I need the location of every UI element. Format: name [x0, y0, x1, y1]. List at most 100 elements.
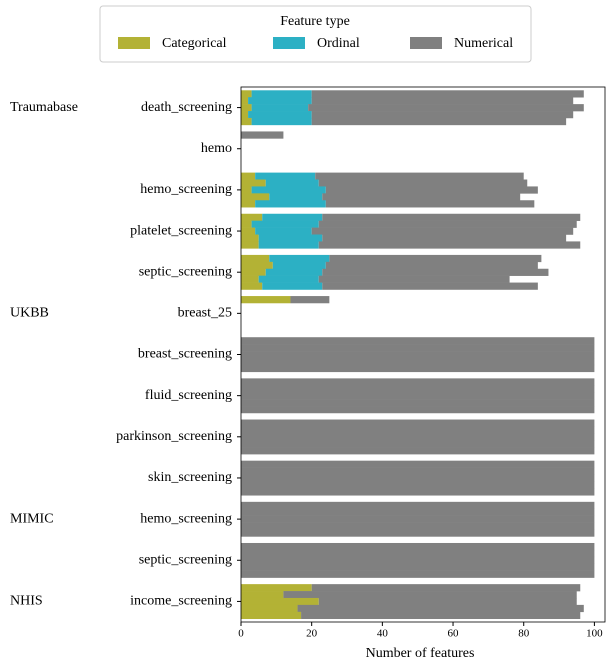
bar-segment [241, 529, 595, 537]
bar-segment [241, 104, 252, 112]
bar-segment [322, 282, 538, 290]
bar-segment [241, 481, 595, 489]
bar-segment [241, 254, 270, 263]
y-tick-label: breast_screening [138, 347, 232, 362]
bar-segment [269, 254, 330, 263]
bar-segment [241, 213, 263, 221]
bar-segment [241, 234, 259, 242]
legend-label: Ordinal [317, 36, 360, 51]
bar-segment [241, 385, 595, 393]
bar-segment [269, 193, 323, 201]
bar-segment [325, 186, 538, 194]
bar-segment [241, 501, 595, 510]
x-axis-label: Number of features [366, 646, 475, 661]
bar-segment [255, 227, 312, 235]
bar-segment [315, 172, 524, 180]
x-tick-label: 0 [238, 628, 244, 640]
y-tick-label: death_screening [141, 100, 232, 115]
bar-segment [241, 556, 595, 565]
bar-segment [258, 234, 323, 242]
bar-segment [311, 97, 574, 105]
bar-segment [283, 591, 577, 599]
bar-segment [241, 488, 595, 496]
bar-segment [241, 467, 595, 475]
bar-segment [241, 378, 595, 386]
bar-segment [241, 549, 595, 558]
bar-segment [251, 104, 309, 112]
bar-segment [241, 344, 595, 352]
bar-segment [311, 227, 574, 235]
bar-segment [325, 261, 538, 270]
group-label: Traumabase [10, 100, 78, 115]
legend-swatch [118, 37, 150, 49]
bar-segment [301, 611, 581, 620]
bar-segment [241, 522, 595, 530]
bar-segment [241, 275, 259, 283]
y-tick-label: skin_screening [148, 470, 232, 485]
bar-segment [241, 117, 252, 126]
bar-segment [311, 117, 567, 126]
bar-segment [241, 351, 595, 359]
x-tick-label: 100 [586, 628, 603, 640]
bar-segment [241, 433, 595, 441]
bar-segment [255, 172, 316, 180]
bar-segment [318, 275, 510, 283]
bar-segment [241, 296, 291, 304]
y-tick-label: breast_25 [178, 306, 232, 321]
bar-segment [241, 90, 252, 98]
x-tick-label: 20 [306, 628, 318, 640]
bar-segment [241, 440, 595, 448]
legend-title: Feature type [280, 14, 350, 29]
y-tick-label: septic_screening [139, 552, 232, 567]
y-tick-label: hemo_screening [140, 182, 232, 197]
group-label: NHIS [10, 594, 43, 609]
x-tick-label: 80 [518, 628, 530, 640]
bar-segment [318, 241, 581, 249]
bar-segment [241, 591, 284, 599]
bar-segment [251, 117, 312, 126]
bar-segment [251, 186, 326, 194]
y-tick-label: septic_screening [139, 264, 232, 279]
bar-segment [241, 419, 595, 427]
y-tick-label: hemo [201, 141, 232, 156]
bar-segment [241, 392, 595, 400]
bar-segment [262, 213, 323, 221]
bar-segment [241, 268, 266, 276]
legend-label: Categorical [162, 36, 227, 51]
bar-segment [241, 261, 273, 270]
bar-segment [322, 213, 581, 221]
bar-segment [258, 241, 319, 249]
bar-segment [241, 508, 595, 516]
x-tick-label: 40 [377, 628, 389, 640]
bar-segment [241, 584, 312, 592]
bar-segment [251, 220, 319, 228]
bar-segment [241, 604, 298, 613]
bar-segment [241, 220, 252, 228]
bar-segment [241, 563, 595, 571]
bar-segment [297, 604, 584, 613]
bar-segment [322, 193, 521, 201]
bar-segment [241, 447, 595, 455]
bar-segment [272, 261, 326, 270]
bar-segment [241, 460, 595, 468]
bar-segment [241, 97, 249, 105]
bar-segment [241, 337, 595, 345]
bar-segment [241, 515, 595, 523]
bar-segment [241, 241, 259, 249]
bar-segment [325, 200, 535, 208]
bar-segment [322, 268, 549, 276]
bar-segment [241, 597, 319, 606]
bar-segment [248, 97, 312, 105]
bar-segment [241, 131, 284, 139]
bar-segment [241, 193, 270, 201]
y-tick-label: hemo_screening [140, 511, 232, 526]
group-label: UKBB [10, 306, 49, 321]
bar-segment [318, 179, 528, 187]
bar-segment [329, 254, 542, 263]
group-label: MIMIC [10, 511, 54, 526]
bar-segment [241, 406, 595, 414]
bar-segment [241, 357, 595, 366]
y-tick-label: fluid_screening [145, 388, 232, 403]
legend-swatch [273, 37, 305, 49]
